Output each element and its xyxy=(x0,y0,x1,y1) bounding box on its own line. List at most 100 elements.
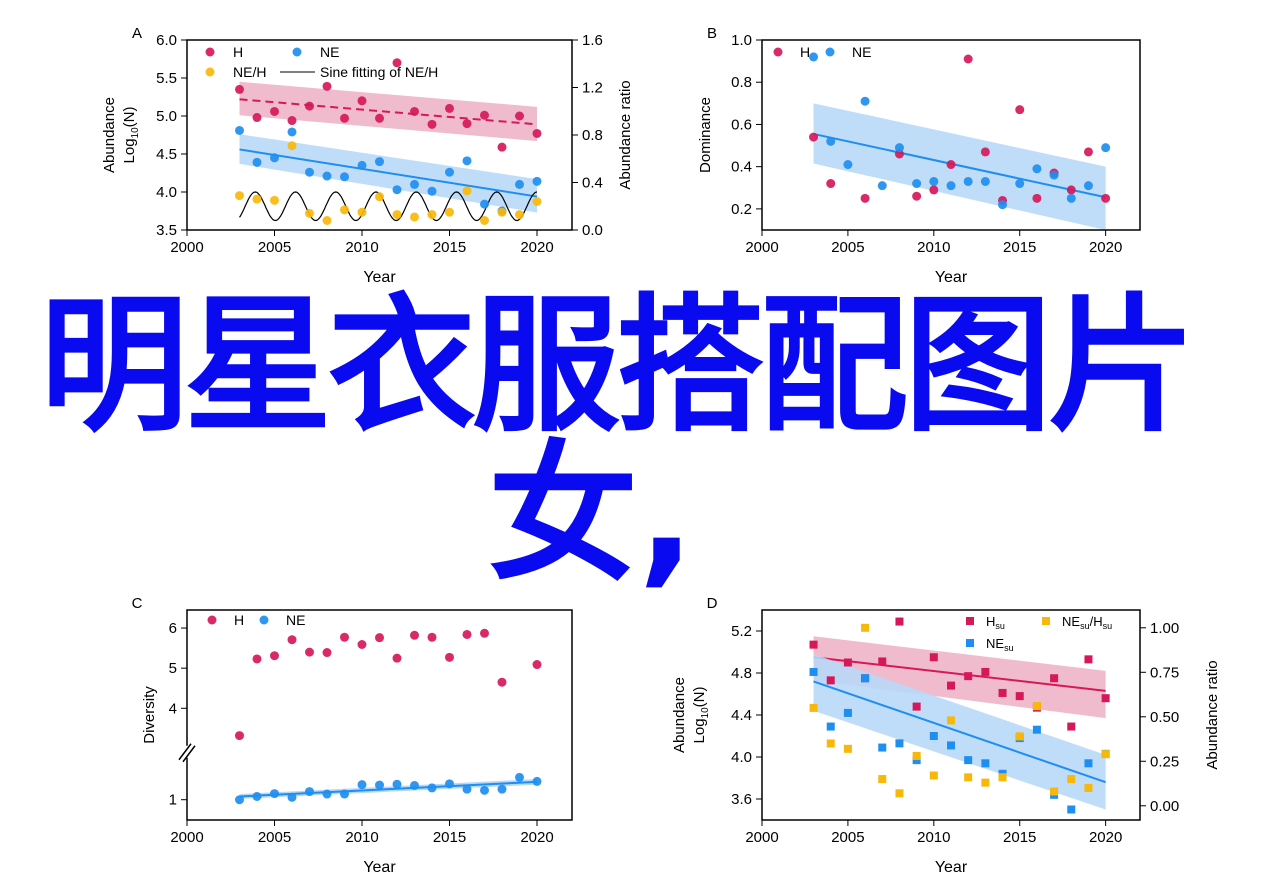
data-point xyxy=(270,651,279,661)
y-axis-label: Abundance Log10(N) xyxy=(671,677,711,753)
data-square xyxy=(912,756,921,765)
y-tick-label: 0.4 xyxy=(731,159,752,176)
data-point xyxy=(480,110,489,120)
data-point xyxy=(252,113,262,123)
data-square xyxy=(929,771,938,780)
data-point xyxy=(809,132,819,142)
data-point xyxy=(894,143,904,153)
data-point xyxy=(259,615,269,625)
data-square xyxy=(1067,775,1076,784)
legend-label: NEsu/Hsu xyxy=(1062,614,1112,631)
data-point xyxy=(497,142,507,152)
y-tick-label: 0.8 xyxy=(731,74,752,91)
data-point xyxy=(340,789,349,799)
data-point xyxy=(998,200,1008,210)
data-point xyxy=(877,181,887,191)
legend-label: H xyxy=(233,44,243,60)
data-point xyxy=(357,96,367,106)
data-point xyxy=(826,179,836,189)
y-tick-label: 0.2 xyxy=(731,201,752,218)
x-tick-label: 2000 xyxy=(170,829,203,846)
data-point xyxy=(392,779,402,789)
data-point xyxy=(375,113,384,123)
data-point xyxy=(305,101,314,111)
data-point xyxy=(946,181,956,191)
x-tick-label: 2010 xyxy=(917,829,950,846)
data-point xyxy=(963,54,973,64)
data-point xyxy=(532,128,542,138)
data-point xyxy=(929,185,939,195)
data-point xyxy=(445,103,454,113)
y-label-sub: 10 xyxy=(700,707,711,719)
x-tick-label: 2015 xyxy=(1003,829,1036,846)
data-point xyxy=(292,47,302,57)
x-tick-label: 2010 xyxy=(345,829,378,846)
legend-label: NE/H xyxy=(233,64,266,80)
data-square xyxy=(1084,655,1093,664)
y-axis-label: Dominance xyxy=(697,97,714,173)
data-point xyxy=(826,136,836,146)
data-point xyxy=(410,630,419,640)
data-point xyxy=(497,784,507,794)
data-square xyxy=(1032,702,1041,711)
data-square xyxy=(947,741,955,750)
legend-label: H xyxy=(800,44,810,60)
data-point xyxy=(205,47,215,57)
y-tick-label: 4.4 xyxy=(731,707,752,724)
data-point xyxy=(445,207,454,217)
x-axis-label: Year xyxy=(935,859,968,876)
x-tick-label: 2005 xyxy=(831,239,864,256)
y2-tick-label: 0.8 xyxy=(582,127,603,144)
x-tick-label: 2020 xyxy=(1089,829,1122,846)
x-tick-label: 2005 xyxy=(258,239,291,256)
data-point xyxy=(809,52,819,62)
data-point xyxy=(825,47,835,57)
y2-tick-label: 0.25 xyxy=(1150,753,1179,770)
data-point xyxy=(392,185,402,195)
data-square xyxy=(981,778,990,787)
data-point xyxy=(427,632,437,642)
data-point xyxy=(480,199,489,209)
data-point xyxy=(497,207,507,217)
x-tick-label: 2020 xyxy=(520,829,553,846)
data-point xyxy=(1066,193,1076,203)
legend-label: NE xyxy=(320,44,339,60)
data-square xyxy=(809,703,818,712)
x-tick-label: 2015 xyxy=(1003,239,1036,256)
data-point xyxy=(252,654,262,664)
data-square xyxy=(998,773,1007,782)
data-point xyxy=(305,208,314,218)
legend-label: Sine fitting of NE/H xyxy=(320,64,438,80)
data-square xyxy=(809,640,818,649)
data-point xyxy=(1049,170,1059,180)
data-point xyxy=(357,160,367,170)
data-square xyxy=(895,617,904,626)
y-label-line1: Abundance xyxy=(101,97,118,173)
y-label-rest: (N) xyxy=(121,107,138,128)
data-square xyxy=(929,732,938,740)
x-axis-label: Year xyxy=(935,269,968,286)
fit-line xyxy=(813,656,1106,692)
x-tick-label: 2020 xyxy=(1089,239,1122,256)
data-square xyxy=(843,658,852,667)
data-point xyxy=(445,652,454,662)
data-point xyxy=(1066,185,1076,195)
data-point xyxy=(480,785,489,795)
x-tick-label: 2010 xyxy=(917,239,950,256)
data-point xyxy=(532,176,542,186)
x-tick-label: 2005 xyxy=(831,829,864,846)
data-point xyxy=(462,629,472,639)
y-label-line2: Log xyxy=(121,138,138,163)
data-point xyxy=(235,795,244,805)
data-point xyxy=(287,116,297,126)
data-point xyxy=(252,194,262,204)
axis-break-mark xyxy=(182,745,196,763)
data-point xyxy=(410,780,419,790)
data-square xyxy=(878,743,887,752)
y-tick-label: 5 xyxy=(169,660,177,677)
data-point xyxy=(532,776,542,786)
data-square xyxy=(981,667,990,676)
data-point xyxy=(773,47,783,57)
data-square xyxy=(1084,783,1093,792)
data-point xyxy=(252,791,262,801)
